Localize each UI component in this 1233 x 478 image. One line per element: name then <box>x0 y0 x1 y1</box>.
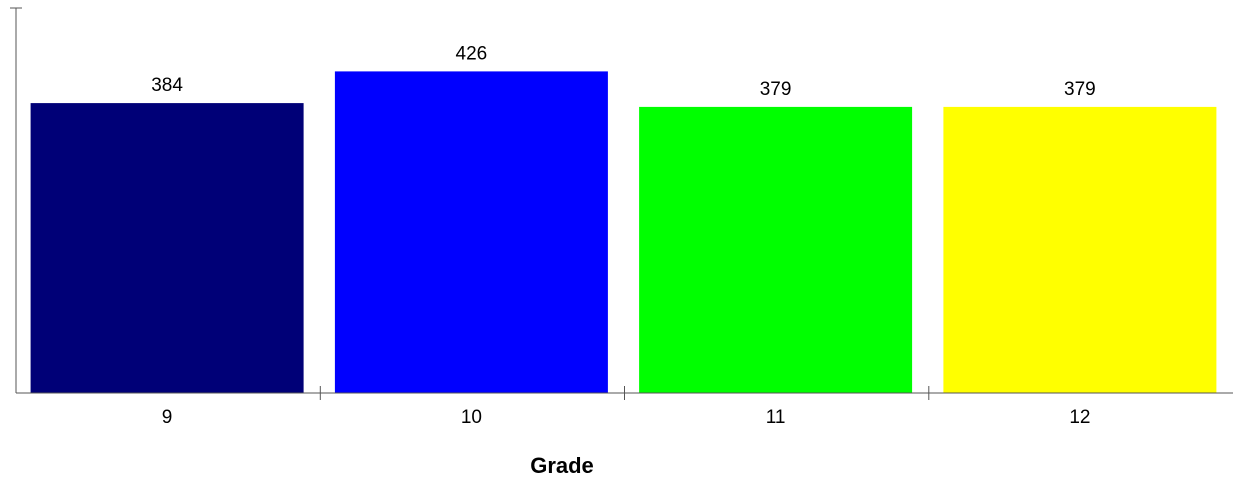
bars-layer <box>30 71 1217 394</box>
x-tick-label-9: 9 <box>162 407 173 428</box>
x-tick-label-12: 12 <box>1069 407 1090 428</box>
x-tick-label-11: 11 <box>766 407 786 428</box>
bar-grade-10 <box>334 71 608 394</box>
bar-grade-9 <box>30 103 304 393</box>
axes-layer <box>10 7 1233 400</box>
value-label-grade-11: 379 <box>760 79 792 100</box>
value-label-grade-10: 426 <box>456 43 488 64</box>
value-label-grade-9: 384 <box>151 75 183 96</box>
bar-grade-11 <box>639 106 913 394</box>
x-axis-title: Grade <box>530 453 594 478</box>
labels-layer: 384 9 426 10 379 11 379 12 <box>151 43 1096 428</box>
x-tick-label-10: 10 <box>461 407 482 428</box>
value-label-grade-12: 379 <box>1064 79 1096 100</box>
bar-grade-12 <box>943 106 1217 394</box>
